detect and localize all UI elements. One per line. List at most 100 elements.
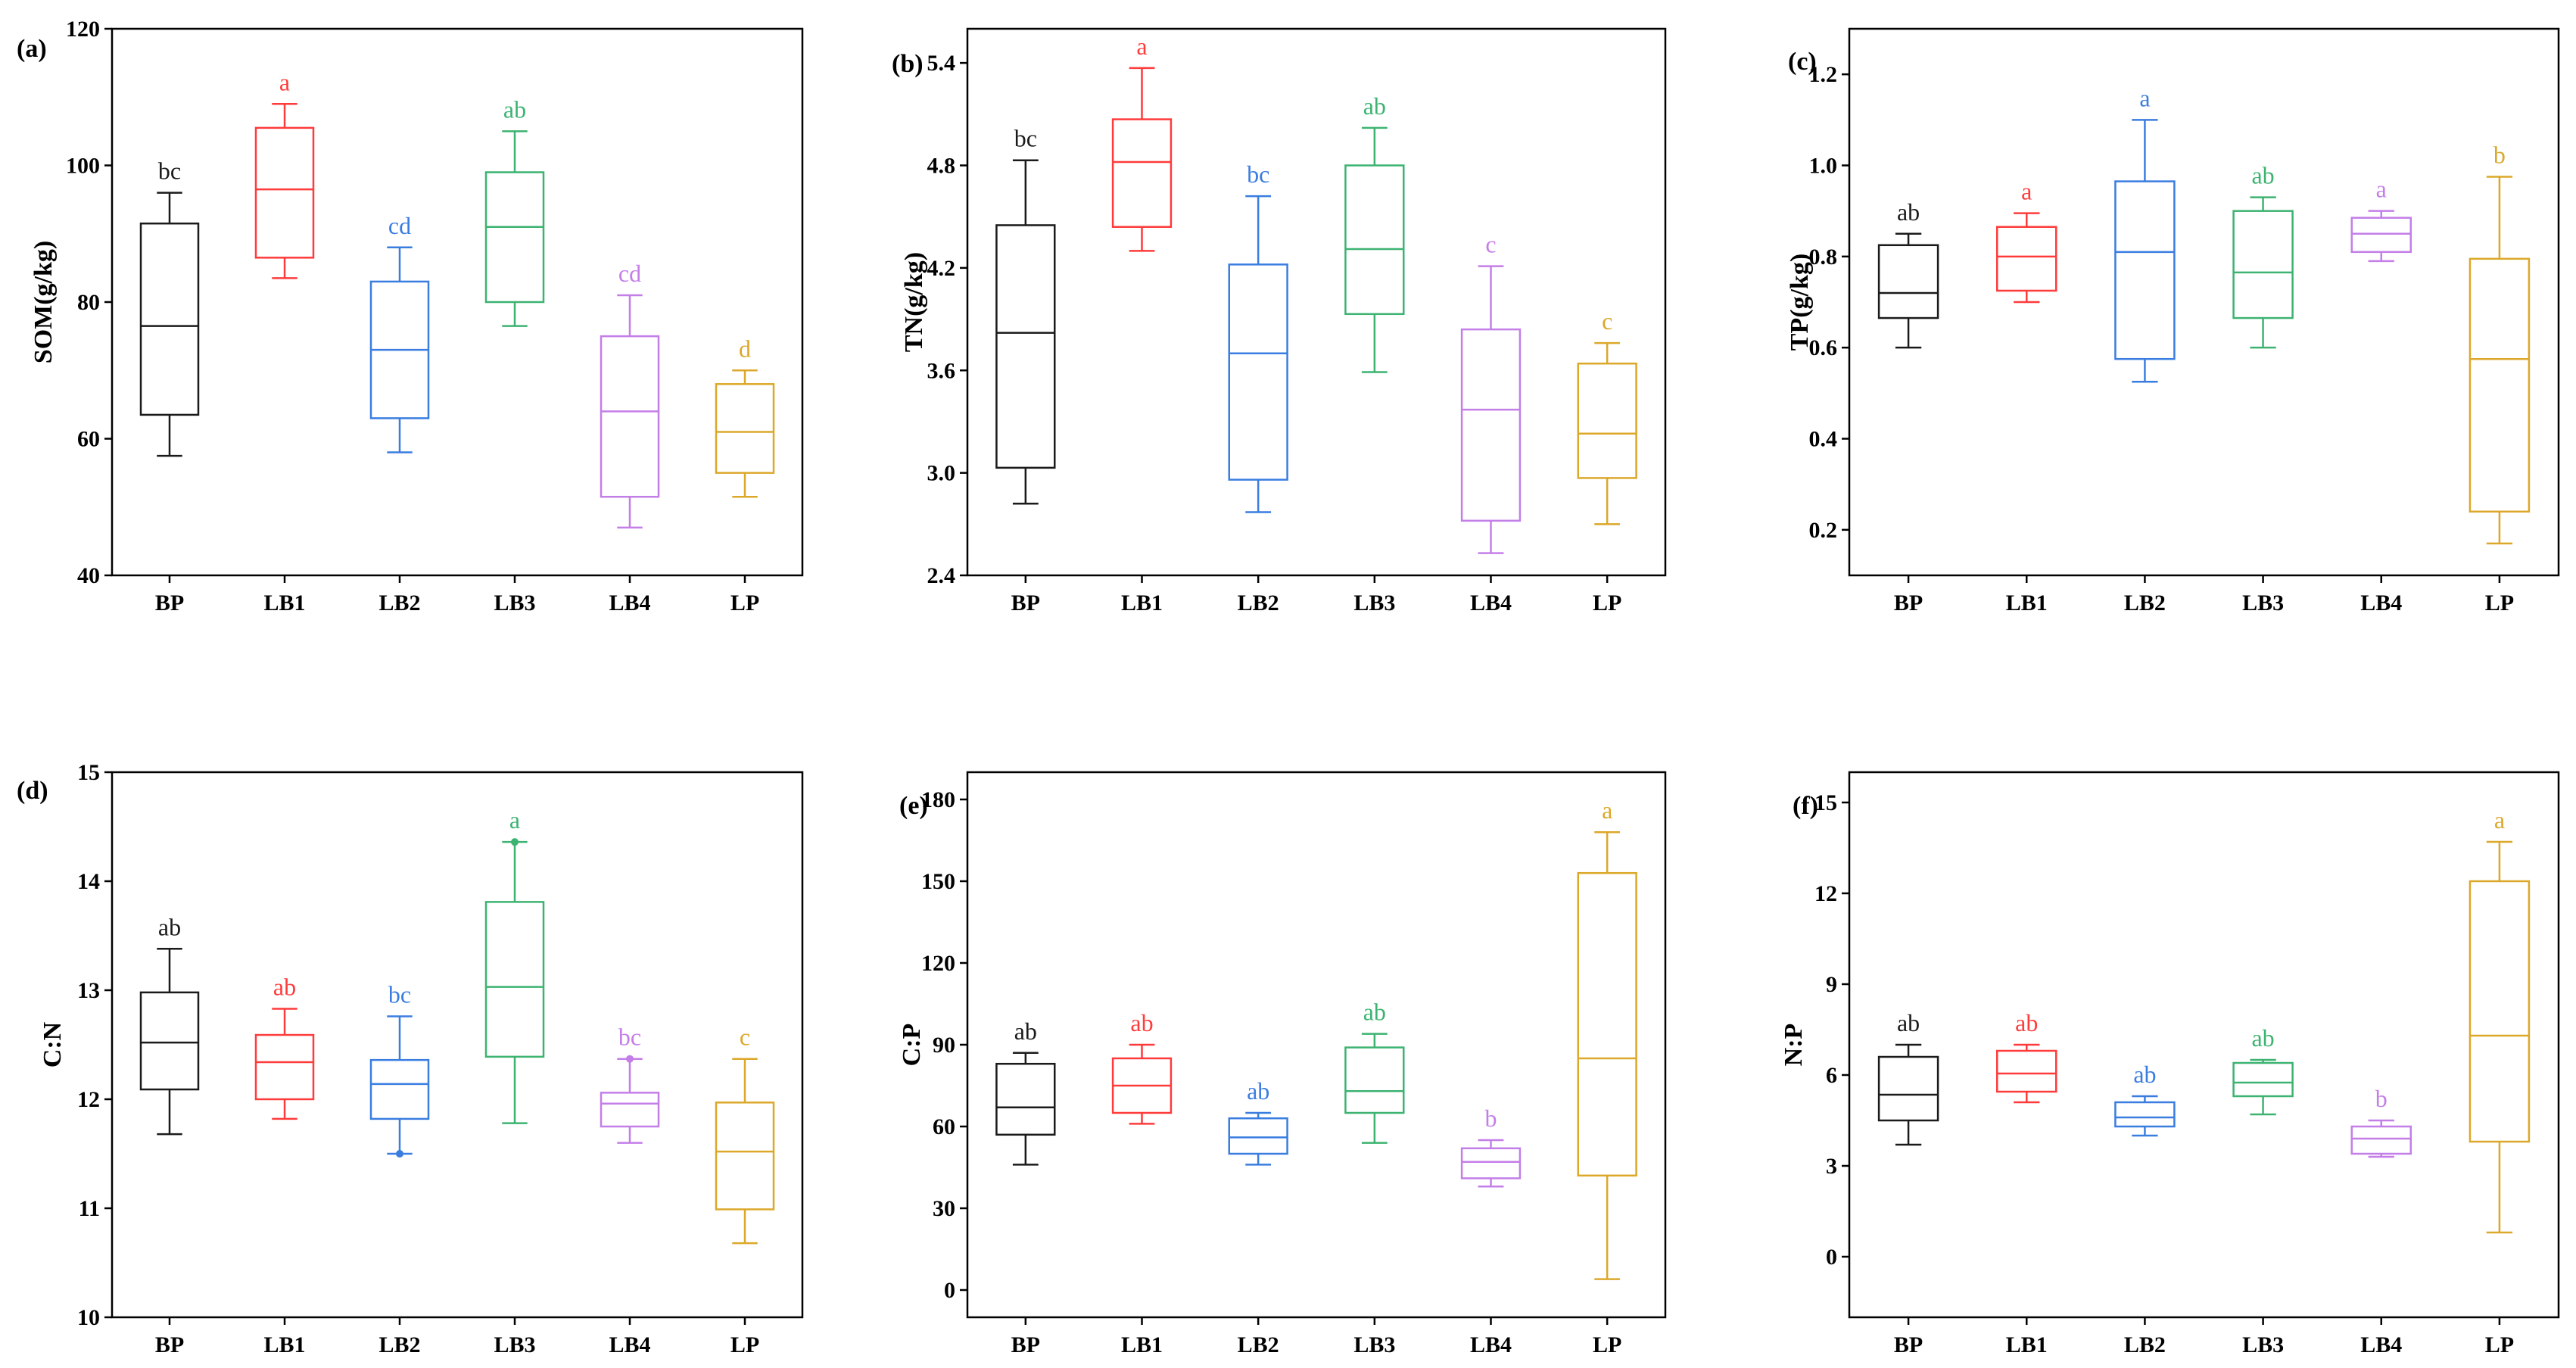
y-tick-label: 0 <box>1826 1245 1837 1270</box>
x-tick-label-lp: LP <box>1593 1332 1621 1357</box>
panel-label: (f) <box>1793 792 1818 820</box>
significance-label: a <box>279 68 290 95</box>
x-tick-label-lb1: LB1 <box>2006 1332 2048 1357</box>
y-tick-label: 60 <box>77 427 100 452</box>
y-tick-label: 5.4 <box>927 51 956 76</box>
box-iqr <box>2232 1061 2294 1098</box>
box-iqr <box>600 1092 660 1128</box>
x-tick-label-bp: BP <box>155 1332 184 1357</box>
y-tick-label: 14 <box>77 869 100 894</box>
box-lb4: a <box>2350 176 2412 263</box>
x-tick-label-lb1: LB1 <box>2006 591 2048 615</box>
y-tick-label: 0.8 <box>1809 245 1838 270</box>
box-iqr <box>995 1062 1056 1136</box>
x-tick-label-lb3: LB3 <box>494 1332 535 1357</box>
box-lb1: ab <box>254 973 315 1120</box>
y-tick-label: 11 <box>79 1196 100 1221</box>
box-iqr <box>1228 263 1288 481</box>
box-bp: bc <box>995 125 1056 505</box>
plot-frame <box>111 771 804 1319</box>
box-lb3: ab <box>1344 92 1405 373</box>
x-tick-label-lb3: LB3 <box>2242 591 2284 615</box>
y-tick-label: 15 <box>1814 790 1837 815</box>
box-lb4: bc <box>600 1024 660 1144</box>
x-tick-label-lp: LP <box>730 1332 759 1357</box>
box-iqr <box>254 1033 315 1101</box>
box-iqr <box>139 991 200 1091</box>
x-tick-label-lb3: LB3 <box>2242 1332 2284 1357</box>
box-iqr <box>1111 118 1173 228</box>
y-tick-label: 40 <box>77 563 100 588</box>
y-axis-label: C:P <box>898 1024 926 1067</box>
box-lb3: ab <box>2232 162 2294 349</box>
box-iqr <box>1344 164 1405 316</box>
x-tick-label-lb4: LB4 <box>609 1332 650 1357</box>
y-tick-label: 100 <box>66 154 100 179</box>
x-tick-label-lb4: LB4 <box>1470 591 1512 615</box>
x-tick-label-lb2: LB2 <box>1238 591 1279 615</box>
x-tick-label-lp: LP <box>2485 1332 2514 1357</box>
panel-c: 0.2 0.4 0.6 0.8 1.0 1.2 BP LB1 LB2 LB3 LB4 LP TP(g/k… <box>1786 27 2560 615</box>
x-tick-label-lb2: LB2 <box>378 591 420 615</box>
x-tick-label-lb1: LB1 <box>263 1332 305 1357</box>
y-tick-label: 30 <box>933 1196 955 1221</box>
x-tick-label-bp: BP <box>1011 591 1040 615</box>
y-tick-label: 150 <box>921 869 955 894</box>
significance-label: ab <box>2015 1009 2038 1036</box>
box-lp: a <box>1577 796 1637 1280</box>
plot-frame <box>966 771 1667 1319</box>
box-lb1: a <box>254 68 315 279</box>
box-lb3: ab <box>484 95 545 327</box>
panel-label: (a) <box>17 35 47 63</box>
significance-label: ab <box>2251 162 2274 189</box>
box-iqr <box>2350 1125 2412 1155</box>
significance-label: b <box>2493 142 2506 169</box>
y-tick-label: 4.8 <box>927 154 956 179</box>
x-tick-label-lb3: LB3 <box>1353 591 1395 615</box>
box-iqr <box>1577 362 1637 479</box>
y-tick-label: 120 <box>921 951 955 976</box>
x-tick-label-lb4: LB4 <box>1470 1332 1512 1357</box>
box-lp: c <box>715 1024 775 1245</box>
significance-label: bc <box>1247 160 1269 188</box>
panel-f: 0 3 6 9 12 15 BP LB1 LB2 LB3 LB4 LP N:P (f) ab ab ab ab b a <box>1780 771 2560 1357</box>
box-lb3: ab <box>1344 999 1405 1144</box>
significance-label: ab <box>158 913 181 940</box>
x-tick-label-lb1: LB1 <box>263 591 305 615</box>
box-lb4: b <box>2350 1085 2412 1158</box>
box-lb2: bc <box>369 981 430 1158</box>
x-tick-label-lb3: LB3 <box>494 591 535 615</box>
box-lb1: a <box>1111 33 1173 252</box>
box-iqr <box>1460 1147 1522 1179</box>
y-tick-label: 80 <box>77 290 100 315</box>
box-lb2: bc <box>1228 160 1288 513</box>
x-tick-label-lb1: LB1 <box>1121 591 1163 615</box>
y-tick-label: 12 <box>1814 881 1837 906</box>
y-tick-label: 15 <box>77 760 100 785</box>
box-lb1: ab <box>1111 1009 1173 1125</box>
x-tick-label-lb2: LB2 <box>1238 1332 1279 1357</box>
x-tick-label-lp: LP <box>1593 591 1621 615</box>
y-tick-label: 3 <box>1826 1154 1837 1179</box>
box-iqr <box>2114 1101 2176 1128</box>
y-tick-label: 0 <box>944 1278 955 1303</box>
box-lp: d <box>715 335 775 498</box>
significance-label: c <box>1602 307 1612 335</box>
y-tick-label: 13 <box>77 978 100 1003</box>
box-lb2: cd <box>369 212 430 453</box>
box-iqr <box>715 383 775 474</box>
significance-label: a <box>1602 796 1612 824</box>
x-tick-label-lb1: LB1 <box>1121 1332 1163 1357</box>
box-lp: a <box>2469 806 2531 1234</box>
y-tick-label: 3.0 <box>927 461 956 486</box>
box-bp: ab <box>995 1017 1056 1166</box>
significance-label: bc <box>158 157 181 185</box>
box-lb1: a <box>1996 178 2057 304</box>
x-tick-label-lb2: LB2 <box>2124 591 2166 615</box>
box-iqr <box>600 335 660 498</box>
box-lb4: b <box>1460 1105 1522 1188</box>
x-tick-label-lb2: LB2 <box>2124 1332 2166 1357</box>
y-tick-label: 4.2 <box>927 256 956 281</box>
box-iqr <box>1877 1055 1939 1122</box>
